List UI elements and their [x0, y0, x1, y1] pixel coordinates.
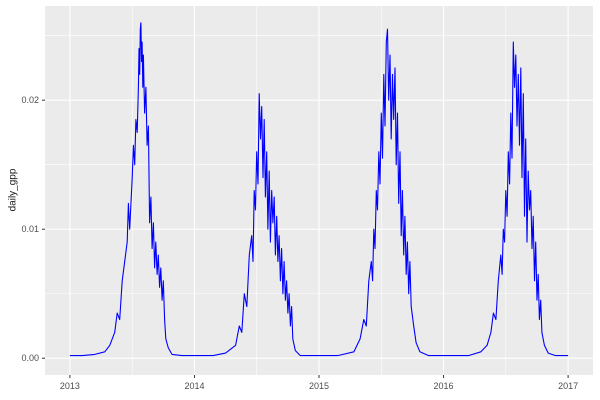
daily-gpp-line — [69, 22, 569, 357]
x-tick-label: 2016 — [434, 381, 454, 391]
x-tick-label: 2017 — [558, 381, 578, 391]
x-tick-label: 2015 — [309, 381, 329, 391]
y-tick-label: 0.01 — [21, 224, 39, 234]
y-tick-label: 0.00 — [21, 353, 39, 363]
x-tick-label: 2013 — [60, 381, 80, 391]
x-tick-label: 2014 — [184, 381, 204, 391]
y-tick-label: 0.02 — [21, 95, 39, 105]
